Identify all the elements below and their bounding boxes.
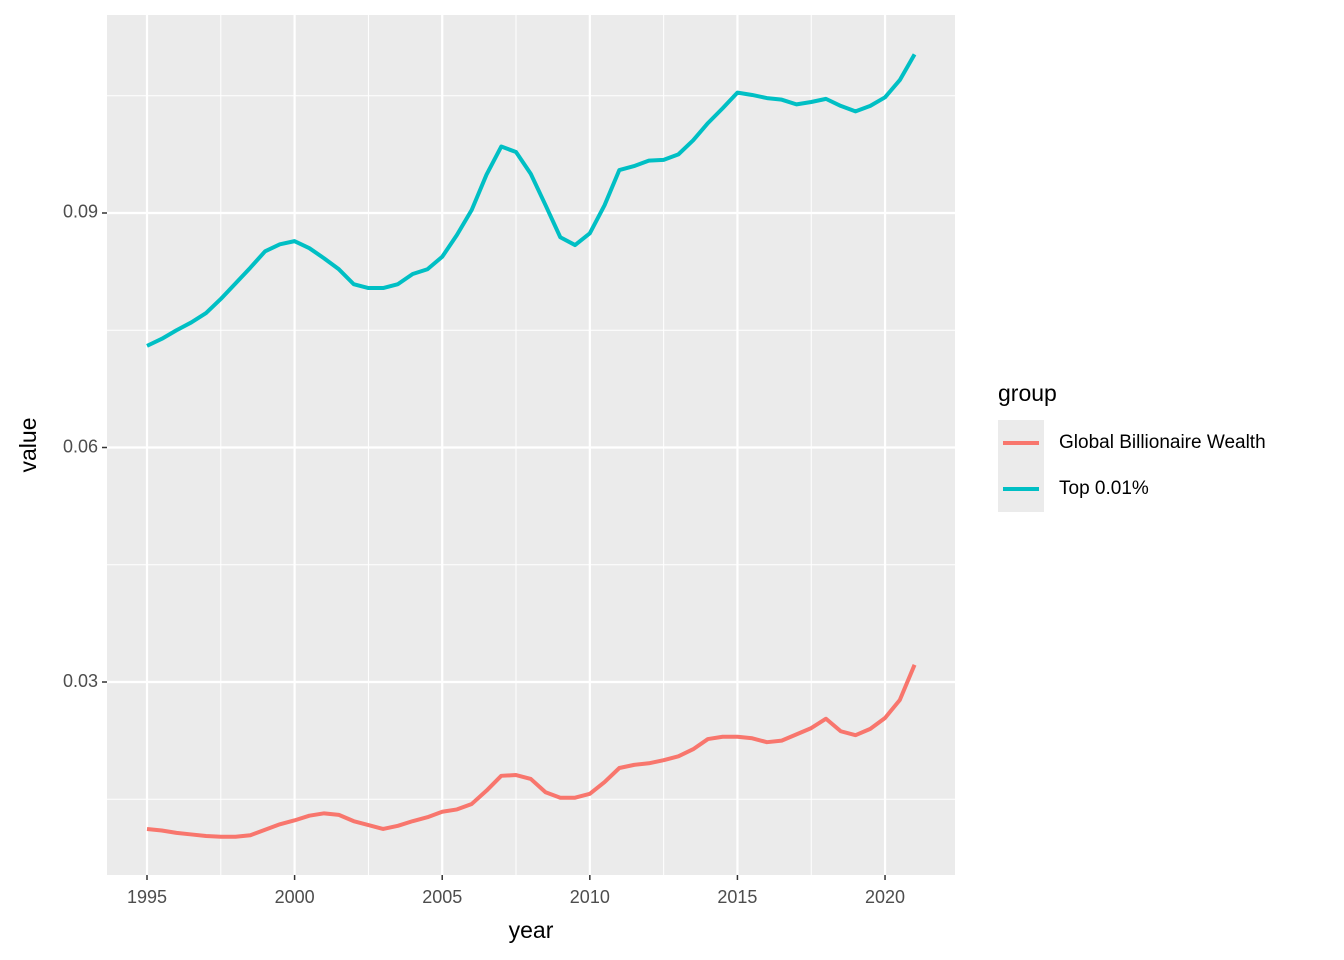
legend-title: group: [998, 380, 1057, 406]
x-tick-label: 2010: [570, 887, 610, 907]
x-tick-label: 2000: [275, 887, 315, 907]
lines: [146, 53, 917, 839]
y-axis-title: value: [15, 418, 41, 473]
x-tick-label: 2015: [717, 887, 757, 907]
series-line: [146, 664, 917, 839]
grid: [107, 15, 955, 875]
panel: [107, 15, 955, 875]
series-line: [146, 53, 917, 348]
x-tick-label: 2020: [865, 887, 905, 907]
legend-key-background: [998, 420, 1044, 512]
y-tick-label: 0.09: [63, 202, 98, 222]
x-axis-title: year: [509, 917, 554, 943]
x-tick-label: 1995: [127, 887, 167, 907]
legend: Global Billionaire Wealth Top 0.01%: [998, 420, 1266, 512]
legend-label: Global Billionaire Wealth: [1059, 432, 1266, 453]
y-tick-label: 0.06: [63, 436, 98, 456]
y-tick-label: 0.03: [63, 671, 98, 691]
x-tick-label: 2005: [422, 887, 462, 907]
legend-label: Top 0.01%: [1059, 478, 1149, 499]
